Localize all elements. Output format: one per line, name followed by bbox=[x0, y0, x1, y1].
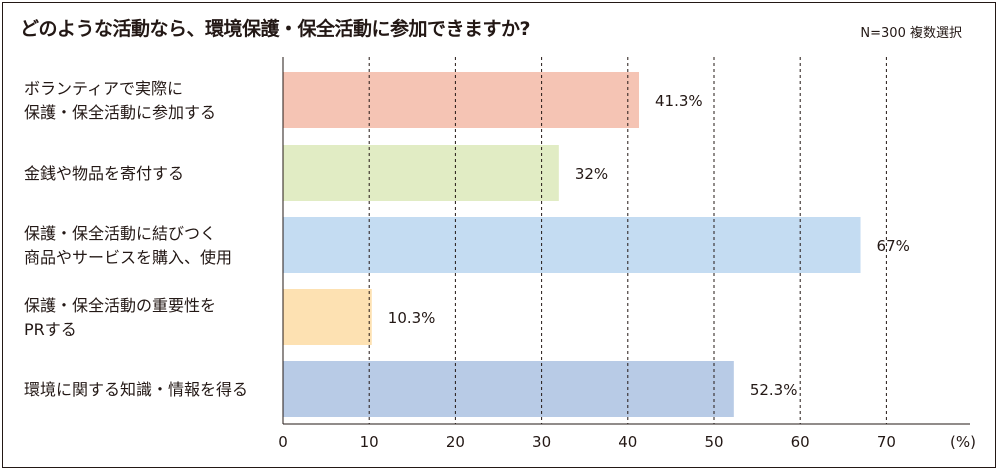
category-label: 保護・保全活動に参加する bbox=[24, 103, 216, 122]
category-label: 保護・保全活動の重要性を bbox=[24, 296, 216, 315]
x-unit-label: (%) bbox=[950, 433, 976, 451]
value-label: 67% bbox=[877, 237, 910, 255]
x-tick-label: 50 bbox=[704, 433, 723, 451]
chart-title: どのような活動なら、環境保護・保全活動に参加できますか? bbox=[20, 18, 531, 40]
bar-3 bbox=[283, 289, 372, 345]
bar-2 bbox=[283, 217, 861, 273]
category-label: 商品やサービスを購入、使用 bbox=[24, 248, 232, 267]
value-label: 41.3% bbox=[655, 92, 703, 110]
sample-note: N=300 複数選択 bbox=[860, 26, 962, 41]
x-tick-label: 70 bbox=[877, 433, 896, 451]
category-label: 保護・保全活動に結びつく bbox=[24, 224, 216, 243]
category-label: 環境に関する知識・情報を得る bbox=[24, 380, 248, 399]
category-label: ボランティアで実際に bbox=[24, 79, 183, 98]
x-tick-label: 20 bbox=[446, 433, 465, 451]
bar-0 bbox=[283, 72, 640, 128]
category-label: 金銭や物品を寄付する bbox=[24, 164, 184, 183]
value-label: 32% bbox=[575, 165, 608, 183]
category-label: PRする bbox=[24, 320, 77, 339]
x-tick-label: 40 bbox=[618, 433, 637, 451]
bar-1 bbox=[283, 145, 559, 201]
x-tick-label: 30 bbox=[532, 433, 551, 451]
x-tick-label: 60 bbox=[791, 433, 810, 451]
value-label: 10.3% bbox=[388, 309, 436, 327]
bar-4 bbox=[283, 361, 734, 417]
x-tick-label: 0 bbox=[278, 433, 288, 451]
value-label: 52.3% bbox=[750, 381, 798, 399]
x-tick-label: 10 bbox=[360, 433, 379, 451]
